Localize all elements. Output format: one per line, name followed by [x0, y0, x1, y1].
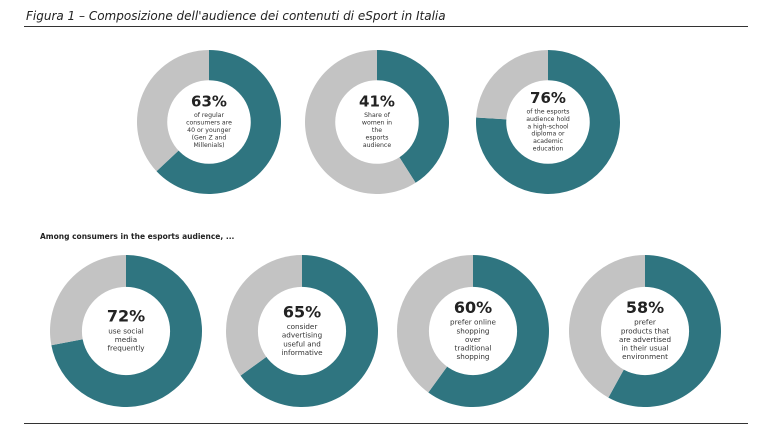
donut-6-description-line: over	[465, 335, 481, 344]
donut-7-description-line: in their usual	[621, 344, 668, 353]
figure-caption: Figura 1 – Composizione dell'audience de…	[26, 9, 446, 23]
donut-2-center	[335, 80, 419, 164]
donut-2-description-line: the	[372, 127, 382, 134]
donut-2-percentage-label: 41%	[359, 93, 395, 111]
donut-4-center	[81, 286, 171, 376]
donut-1-description-line: (Gen Z and	[192, 135, 227, 142]
donut-5-description-line: informative	[281, 348, 323, 357]
donut-1-description-line: of regular	[194, 112, 225, 119]
donut-3-description-line: audience hold	[526, 116, 570, 123]
donut-7-percentage-label: 58%	[626, 298, 664, 317]
donut-3-description-line: of the esports	[527, 108, 570, 115]
donut-6-percentage-label: 60%	[454, 298, 492, 317]
donut-3-description-line: a high-school	[527, 123, 569, 130]
donut-2-description-line: women in	[362, 120, 392, 127]
donut-5-description-line: consider	[287, 322, 318, 331]
donut-1-percentage-label: 63%	[191, 93, 227, 111]
donut-1-description-line: Millenials)	[193, 142, 224, 149]
donut-7-description-line: are advertised	[619, 335, 671, 344]
donut-4-percentage-label: 72%	[107, 307, 145, 326]
bottom-rule	[24, 423, 748, 424]
donut-1-center	[167, 80, 251, 164]
donut-7-description-line: environment	[622, 352, 668, 361]
donut-3-description-line: education	[533, 146, 564, 153]
donut-5-description-line: useful and	[283, 339, 321, 348]
donut-3-percentage-label: 76%	[530, 89, 566, 107]
donut-2-description-line: audience	[363, 142, 391, 149]
section-title: Among consumers in the esports audience,…	[40, 232, 235, 241]
top-rule	[24, 26, 748, 27]
donut-6-description-line: traditional	[455, 344, 492, 353]
donut-2-description-line: Share of	[364, 112, 391, 119]
donut-7-description-line: prefer	[634, 318, 656, 327]
donut-5-percentage-label: 65%	[283, 302, 321, 321]
donut-5-center	[257, 286, 347, 376]
donut-3-description-line: diploma or	[531, 131, 565, 138]
donut-1-description-line: 40 or younger	[187, 127, 231, 134]
donut-5-description-line: advertising	[282, 331, 322, 340]
donut-4-description-line: frequently	[108, 344, 146, 353]
donut-4-description-line: use social	[108, 326, 144, 335]
donut-6-description-line: shopping	[457, 326, 490, 335]
donut-6-center	[428, 286, 518, 376]
donut-chart-6: 60%prefer onlineshoppingovertraditionals…	[396, 255, 549, 408]
donut-7-center	[600, 286, 690, 376]
donut-3-center	[506, 80, 590, 164]
donut-6-description-line: prefer online	[450, 318, 496, 327]
donut-6-description-line: shopping	[457, 352, 490, 361]
donut-1-description-line: consumers are	[186, 120, 232, 127]
donut-2-description-line: esports	[366, 135, 389, 142]
donut-7-description-line: products that	[621, 326, 669, 335]
donut-3-description-line: academic	[533, 138, 563, 145]
donut-4-description-line: media	[115, 335, 137, 344]
